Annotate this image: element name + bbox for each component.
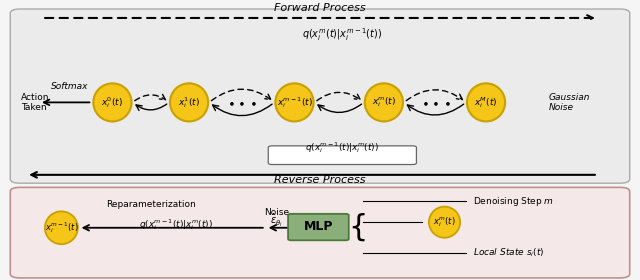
Text: Softmax: Softmax [51,82,88,91]
Text: $\hat{\epsilon}_{\theta_i}$: $\hat{\epsilon}_{\theta_i}$ [270,212,283,229]
Ellipse shape [93,83,132,122]
Ellipse shape [467,83,505,122]
Text: Forward Process: Forward Process [274,3,366,13]
Text: $x_i^{m-1}(t)$: $x_i^{m-1}(t)$ [276,95,312,110]
Text: Denoising Step $m$: Denoising Step $m$ [473,195,554,208]
Text: Local State $s_i(t)$: Local State $s_i(t)$ [473,247,545,259]
Text: $q(x_i^{m-1}(t)|x_i^m(t))$: $q(x_i^{m-1}(t)|x_i^m(t))$ [305,140,380,155]
Text: $x_i^M(t)$: $x_i^M(t)$ [474,95,498,110]
Text: $x_i^1(t)$: $x_i^1(t)$ [178,95,200,110]
FancyBboxPatch shape [10,187,630,278]
Text: $\bullet\bullet\bullet$: $\bullet\bullet\bullet$ [227,96,257,109]
Ellipse shape [170,83,208,122]
Text: Reparameterization: Reparameterization [106,200,196,209]
Ellipse shape [45,211,78,244]
Text: $\bullet\bullet\bullet$: $\bullet\bullet\bullet$ [421,96,452,109]
FancyBboxPatch shape [288,214,349,240]
Ellipse shape [365,83,403,122]
FancyBboxPatch shape [268,146,417,165]
Ellipse shape [275,83,314,122]
Text: $q(x_i^{m-1}(t)|x_i^m(t))$: $q(x_i^{m-1}(t)|x_i^m(t))$ [140,217,213,232]
Text: $x_i^m(t)$: $x_i^m(t)$ [372,96,396,109]
Text: $x_i^m(t)$: $x_i^m(t)$ [433,215,456,229]
Ellipse shape [429,207,460,238]
FancyBboxPatch shape [10,9,630,183]
Text: Gaussian
Noise: Gaussian Noise [548,93,590,112]
Text: $x_i^0(t)$: $x_i^0(t)$ [102,95,124,110]
Text: $\{$: $\{$ [348,211,366,243]
Text: $x_i^{m-1}(t)$: $x_i^{m-1}(t)$ [45,220,78,235]
Text: Noise: Noise [264,208,289,217]
Text: MLP: MLP [304,220,333,234]
Text: $q(x_i^m(t)|x_i^{m-1}(t))$: $q(x_i^m(t)|x_i^{m-1}(t))$ [302,26,383,43]
Text: Action
Taken: Action Taken [21,93,50,112]
Text: Reverse Process: Reverse Process [275,175,365,185]
